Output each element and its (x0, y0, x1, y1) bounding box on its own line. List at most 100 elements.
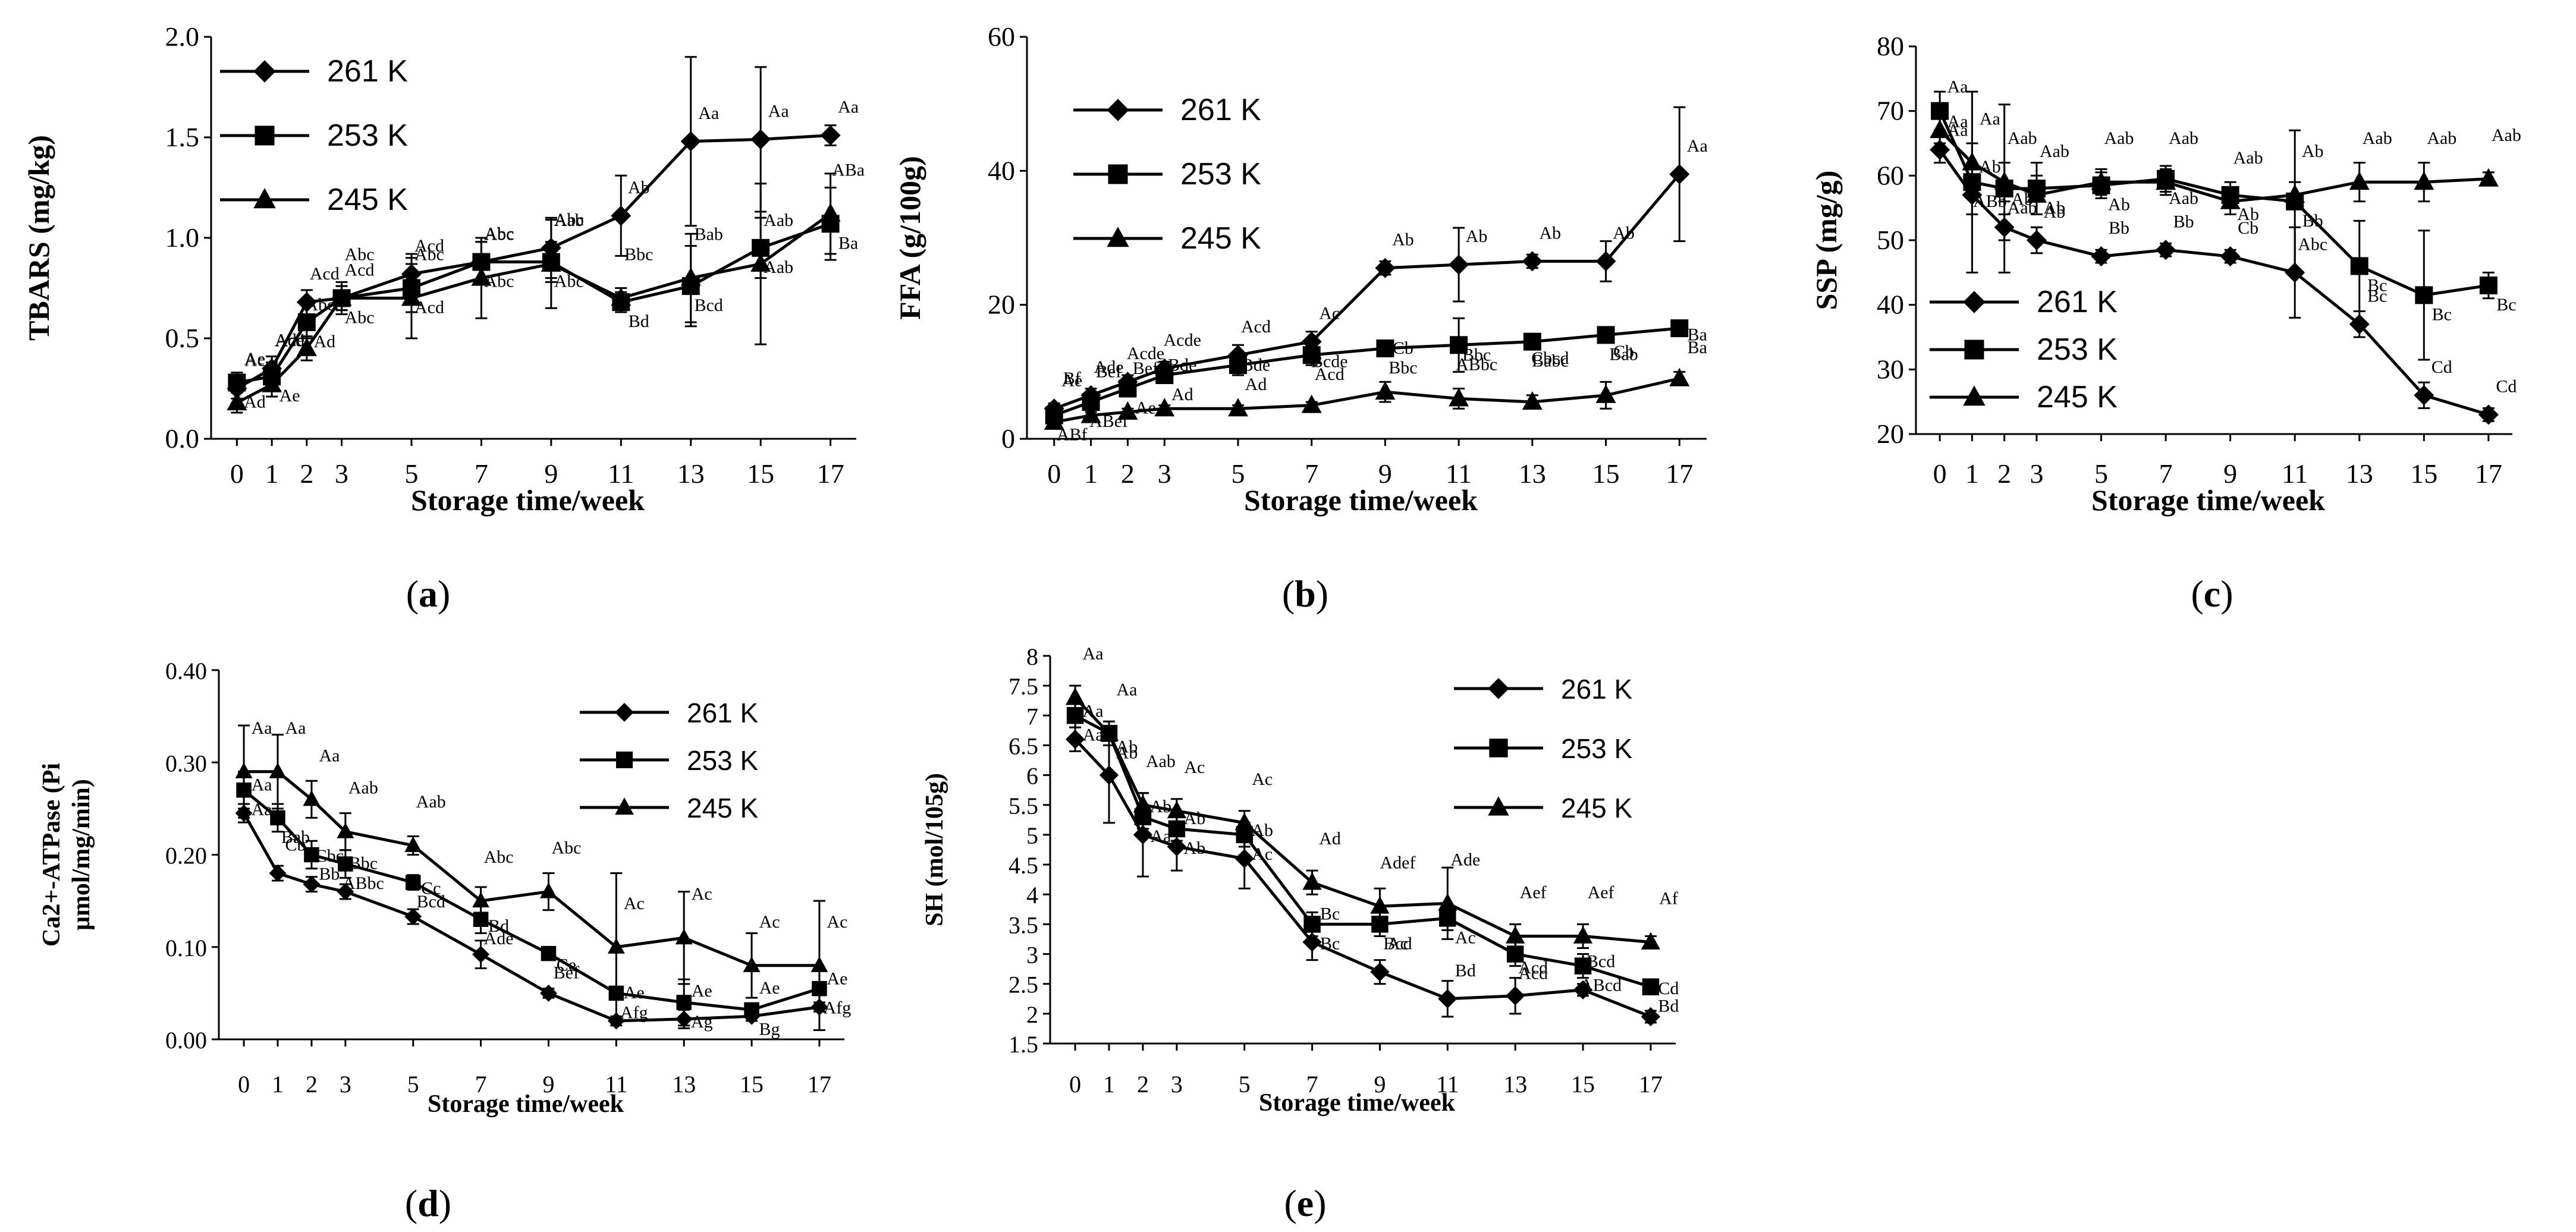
y-tick-label: 7.5 (1009, 673, 1038, 700)
data-point (404, 908, 422, 925)
x-axis-title: Storage time/week (1259, 1089, 1456, 1117)
data-point (297, 313, 316, 331)
significance-label: Ab (628, 178, 650, 197)
x-tick-label: 13 (1503, 1071, 1527, 1098)
data-point (1044, 411, 1064, 430)
data-point (2026, 230, 2047, 250)
legend-marker (1488, 678, 1509, 699)
significance-label: Acd (275, 331, 304, 351)
significance-label: Aa (1083, 725, 1104, 744)
data-point (1303, 916, 1321, 933)
x-tick-label: 0 (1069, 1071, 1081, 1098)
data-point (1375, 381, 1396, 400)
significance-label: Acd (345, 260, 375, 279)
significance-label: Bcd (1383, 934, 1412, 954)
legend-marker (253, 188, 276, 209)
x-tick-label: 15 (2410, 458, 2437, 489)
data-point (1506, 986, 1525, 1005)
data-point (1375, 257, 1396, 278)
legend-marker (1108, 164, 1128, 184)
data-point (2349, 314, 2370, 335)
data-point (269, 762, 287, 778)
y-tick-label: 1.5 (165, 122, 200, 152)
significance-label: Ad (1245, 375, 1267, 394)
data-point (1167, 837, 1187, 857)
data-point (611, 205, 632, 226)
legend-label: 245 K (687, 793, 759, 824)
data-point (1154, 398, 1175, 417)
significance-label: Ab (1613, 223, 1635, 243)
chart-panel-a: 0.0 0.5 1.0 1.5 2.0 0 1 2 3 5 7 9 11 13 15 17 Storage ti… (22, 21, 865, 615)
x-tick-label: 9 (1378, 458, 1392, 489)
y-tick-label: 7 (1026, 703, 1038, 730)
data-point (743, 956, 761, 972)
x-tick-label: 11 (608, 458, 634, 489)
x-tick-label: 1 (265, 458, 279, 489)
significance-label: Acd (1241, 317, 1271, 337)
significance-label: Ab (2237, 205, 2259, 224)
significance-label: Bd (629, 312, 649, 331)
data-point (1302, 932, 1322, 952)
data-point (401, 287, 422, 306)
data-point (2415, 286, 2433, 304)
data-point (337, 883, 354, 901)
data-point (472, 891, 490, 908)
data-point (1522, 391, 1543, 410)
significance-label: Ag (691, 1012, 713, 1032)
significance-label: Aab (764, 210, 793, 230)
significance-label: Aa (768, 101, 789, 121)
significance-label: Ac (624, 894, 645, 913)
data-point (472, 945, 490, 963)
y-tick-label: 2.5 (1009, 972, 1038, 998)
significance-label: Aab (416, 792, 446, 812)
x-tick-label: 0 (238, 1071, 250, 1098)
data-point (1133, 794, 1153, 813)
data-point (228, 373, 246, 392)
y-tick-label: 40 (1877, 290, 1904, 320)
significance-label: Cb (2238, 218, 2258, 238)
significance-label: Aa (1687, 136, 1708, 156)
legend-label: 245 K (327, 183, 408, 217)
series-line (242, 812, 820, 1023)
significance-label: Abc (484, 224, 514, 244)
significance-label: Bb (2173, 212, 2194, 231)
legend-marker (1107, 99, 1129, 121)
significance-label: ABbc (343, 873, 384, 893)
legend: 261 K 253 K 245 K (1073, 93, 1261, 256)
legend-label: 245 K (2037, 380, 2118, 414)
significance-label: Ac (827, 912, 847, 932)
data-point (235, 762, 253, 778)
significance-label: Abc (2298, 234, 2327, 254)
x-tick-label: 17 (1639, 1071, 1663, 1098)
data-point (1234, 848, 1254, 869)
significance-label: Bbc (1462, 345, 1491, 364)
significance-label: Ab (1466, 227, 1488, 246)
significance-label: ABbc (1456, 354, 1497, 374)
x-tick-label: 0 (1047, 458, 1061, 489)
x-tick-label: 2 (300, 458, 313, 489)
y-tick-label: 0.00 (165, 1027, 207, 1054)
significance-label: Ba (1688, 338, 1707, 357)
legend: 261 K 253 K 245 K (1930, 285, 2118, 414)
x-tick-label: 11 (1446, 458, 1472, 489)
significance-label: Aab (1146, 752, 1176, 771)
significance-label: Ac (1184, 758, 1205, 777)
y-axis-title-line: μmol/mg/min) (68, 779, 95, 931)
legend-label: 261 K (687, 697, 759, 728)
y-tick-label: 20 (988, 290, 1015, 320)
chart-panel-c: 20 30 40 50 60 70 80 0 1 2 3 5 7 9 11 13 15 17 Storage tim… (1810, 31, 2521, 615)
significance-label: Cd (1658, 979, 1679, 998)
data-point (541, 945, 557, 961)
significance-label: Bbc (624, 244, 653, 264)
significance-label: Ac (244, 351, 265, 370)
y-tick-label: 70 (1877, 96, 1904, 126)
significance-label: Bb (2302, 211, 2323, 231)
significance-label: Ab (1392, 230, 1414, 250)
significance-label: Ae (624, 983, 645, 1002)
x-tick-label: 13 (677, 458, 705, 489)
significance-label: Bcde (1311, 352, 1348, 372)
significance-label: Acde (1164, 331, 1201, 350)
y-tick-label: 4 (1026, 882, 1038, 909)
